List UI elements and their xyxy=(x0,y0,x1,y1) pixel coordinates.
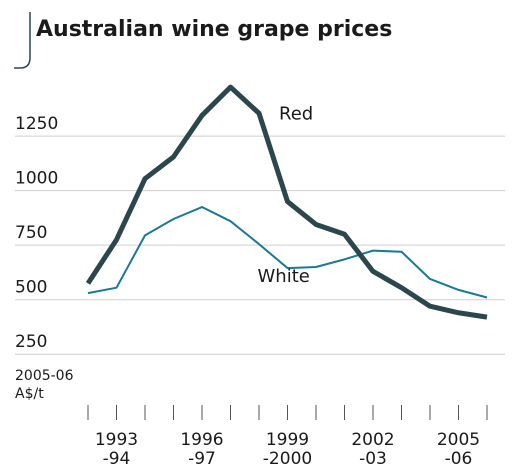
series-label: White xyxy=(258,266,310,287)
series-label: Red xyxy=(279,103,313,124)
x-tick-label: 1993 -94 xyxy=(95,430,138,465)
x-tick-label: 2005 -06 xyxy=(437,430,480,465)
y-tick-label: 750 xyxy=(15,223,47,243)
series-line xyxy=(87,206,488,299)
y-tick-label: 500 xyxy=(15,278,47,298)
y-tick-label: 1000 xyxy=(15,169,58,189)
y-tick-label: 250 xyxy=(15,332,47,352)
title-hook xyxy=(14,12,31,69)
x-tick-label: 1999 -2000 xyxy=(263,430,312,465)
series-line xyxy=(85,84,488,320)
y-tick-label: 1250 xyxy=(15,114,58,134)
y-axis-label: 2005-06 A$/t xyxy=(15,368,74,402)
chart-title: Australian wine grape prices xyxy=(36,17,392,42)
x-tick-label: 2002 -03 xyxy=(351,430,394,465)
x-tick-label: 1996 -97 xyxy=(180,430,223,465)
